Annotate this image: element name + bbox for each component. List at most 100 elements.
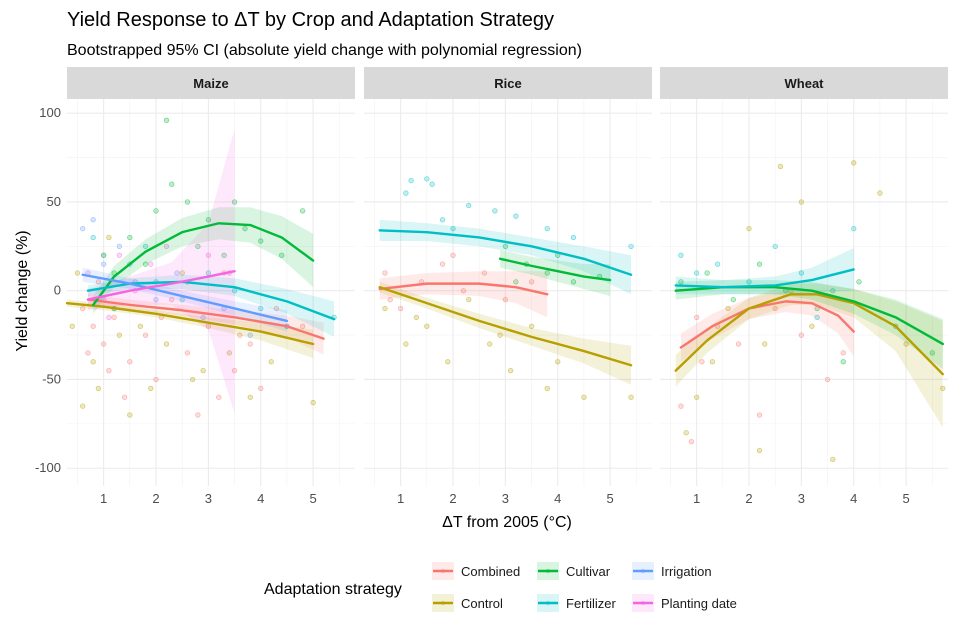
point-combined bbox=[142, 332, 149, 338]
point-combined bbox=[824, 376, 831, 383]
point-combined bbox=[106, 367, 112, 374]
point-combined bbox=[127, 359, 133, 365]
x-tick-label: 4 bbox=[554, 491, 561, 506]
point-fertilizer bbox=[513, 213, 519, 219]
trend-line-control bbox=[65, 301, 315, 346]
legend-item-combined: Combined bbox=[432, 562, 520, 580]
point-combined bbox=[439, 261, 446, 267]
point-control bbox=[466, 296, 472, 303]
legend-key-point bbox=[545, 568, 551, 574]
point-combined bbox=[205, 323, 212, 329]
point-combined bbox=[699, 359, 705, 365]
ci-ribbon-fertilizer bbox=[675, 248, 854, 295]
point-control bbox=[555, 359, 561, 365]
point-cultivar bbox=[142, 261, 149, 267]
legend-item-planting-date: Planting date bbox=[632, 594, 737, 612]
point-irrigation bbox=[90, 217, 96, 223]
point-combined bbox=[247, 341, 253, 347]
legend-item-fertilizer: Fertilizer bbox=[537, 594, 617, 612]
ci-ribbon-planting-date bbox=[87, 129, 235, 414]
x-tick-label: 5 bbox=[606, 491, 613, 506]
point-combined bbox=[756, 412, 763, 418]
point-combined bbox=[258, 385, 264, 392]
legend-key-point bbox=[545, 600, 551, 606]
point-control bbox=[382, 305, 388, 312]
point-combined bbox=[95, 279, 102, 285]
y-axis-title: Yield change (%) bbox=[14, 230, 31, 351]
point-irrigation bbox=[116, 243, 123, 249]
point-fertilizer bbox=[424, 176, 430, 182]
point-fertilizer bbox=[851, 225, 857, 232]
point-combined bbox=[273, 305, 280, 312]
legend-label: Irrigation bbox=[661, 564, 712, 579]
point-fertilizer bbox=[205, 270, 212, 276]
point-control bbox=[179, 270, 185, 276]
point-combined bbox=[184, 350, 191, 356]
x-tick-label: 1 bbox=[693, 491, 700, 506]
point-planting-date bbox=[163, 243, 170, 249]
chart-title: Yield Response to ΔT by Crop and Adaptat… bbox=[67, 9, 554, 31]
point-irrigation bbox=[101, 261, 107, 267]
panel-rice: Rice 1 2 3 4 5 bbox=[364, 67, 652, 506]
point-control bbox=[683, 430, 689, 436]
point-control bbox=[798, 199, 805, 205]
point-control bbox=[445, 359, 451, 365]
point-fertilizer bbox=[403, 190, 409, 196]
strip-background bbox=[67, 67, 355, 99]
point-control bbox=[190, 376, 196, 383]
point-fertilizer bbox=[466, 202, 472, 209]
ci-ribbon-cultivar bbox=[675, 280, 943, 369]
point-combined bbox=[153, 376, 159, 383]
x-tick-label: 2 bbox=[449, 491, 456, 506]
legend-label: Cultivar bbox=[566, 564, 611, 579]
point-control bbox=[247, 394, 253, 400]
x-tick-label: 5 bbox=[902, 491, 909, 506]
point-control bbox=[116, 332, 123, 338]
y-tick-label: 50 bbox=[47, 194, 61, 209]
y-tick-label: -50 bbox=[42, 371, 61, 386]
point-control bbox=[127, 412, 133, 418]
legend-item-control: Control bbox=[432, 594, 503, 612]
point-combined bbox=[398, 305, 404, 312]
point-cultivar bbox=[570, 279, 577, 285]
point-control bbox=[746, 225, 752, 232]
legend-label: Control bbox=[461, 596, 503, 611]
point-combined bbox=[299, 323, 306, 329]
strip-label: Wheat bbox=[785, 76, 825, 91]
strip-label: Rice bbox=[494, 76, 521, 91]
point-cultivar bbox=[502, 243, 509, 249]
point-combined bbox=[387, 296, 393, 303]
point-control bbox=[762, 341, 768, 347]
point-irrigation bbox=[200, 314, 206, 321]
legend-key-point bbox=[640, 600, 646, 606]
point-fertilizer bbox=[408, 178, 414, 184]
trend-line-fertilizer bbox=[674, 268, 855, 289]
point-cultivar bbox=[169, 181, 175, 187]
point-control bbox=[74, 270, 81, 276]
point-control bbox=[877, 190, 883, 196]
ci-ribbon-combined bbox=[87, 294, 324, 355]
point-control bbox=[95, 385, 102, 392]
point-combined bbox=[382, 270, 388, 276]
x-tick-label: 1 bbox=[397, 491, 404, 506]
point-fertilizer bbox=[492, 208, 498, 214]
point-cultivar bbox=[127, 234, 133, 241]
point-control bbox=[694, 394, 700, 400]
ci-ribbon-fertilizer bbox=[87, 274, 335, 337]
x-tick-label: 2 bbox=[745, 491, 752, 506]
point-control bbox=[268, 359, 274, 365]
strip-background bbox=[364, 67, 652, 99]
point-cultivar bbox=[704, 270, 710, 276]
point-combined bbox=[231, 367, 238, 374]
point-combined bbox=[735, 341, 742, 347]
trend-line-control bbox=[378, 285, 633, 367]
point-control bbox=[163, 341, 170, 347]
legend-key-point bbox=[640, 568, 646, 574]
point-control bbox=[756, 447, 763, 454]
panel-maize: Maize 1 2 3 4 5 -100 -50 0 50 100 bbox=[35, 67, 355, 506]
point-fertilizer bbox=[439, 217, 446, 223]
point-cultivar bbox=[929, 350, 935, 356]
point-cultivar bbox=[195, 243, 201, 249]
point-irrigation bbox=[174, 270, 180, 276]
point-fertilizer bbox=[830, 288, 836, 294]
